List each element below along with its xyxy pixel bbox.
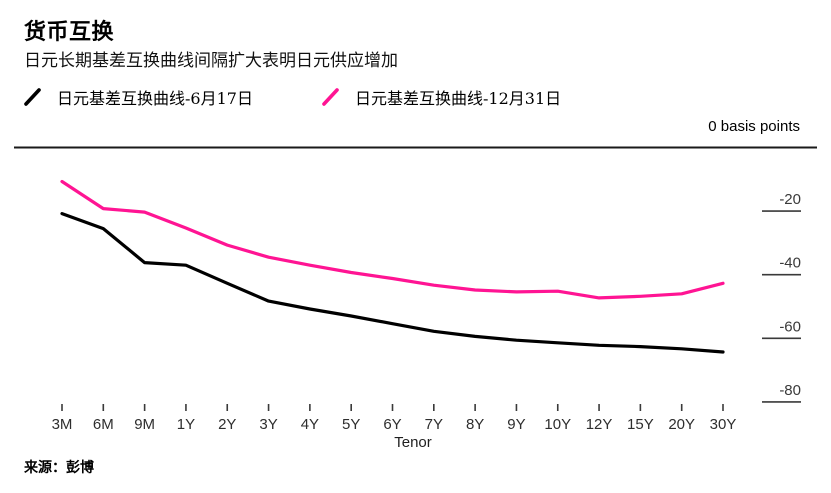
x-tick-label: 10Y bbox=[544, 416, 571, 433]
y-tick-label: -20 bbox=[779, 191, 801, 208]
x-tick-label: 5Y bbox=[342, 416, 360, 433]
x-tick-label: 8Y bbox=[466, 416, 484, 433]
pink-slash-icon bbox=[322, 88, 339, 106]
x-tick-label: 1Y bbox=[177, 416, 195, 433]
legend: 日元基差互换曲线-6月17日 日元基差互换曲线-12月31日 bbox=[24, 85, 804, 109]
x-tick-label: 12Y bbox=[586, 416, 613, 433]
series-line-0 bbox=[60, 212, 725, 354]
source-note: 来源：彭博 bbox=[24, 460, 94, 476]
x-tick-label: 4Y bbox=[301, 416, 319, 433]
series-line-1 bbox=[60, 179, 725, 300]
black-slash-icon bbox=[24, 88, 41, 106]
x-tick-label: 9M bbox=[134, 416, 155, 433]
x-tick-label: 2Y bbox=[218, 416, 236, 433]
legend-item-december: 日元基差互换曲线-12月31日 bbox=[322, 85, 561, 109]
x-axis-title: Tenor bbox=[394, 434, 432, 451]
x-tick-label: 6Y bbox=[383, 416, 401, 433]
x-tick-label: 9Y bbox=[507, 416, 525, 433]
y-tick-label: -60 bbox=[779, 318, 801, 335]
x-tick-label: 3M bbox=[52, 416, 73, 433]
legend-label-december: 日元基差互换曲线-12月31日 bbox=[355, 89, 562, 108]
x-tick-label: 3Y bbox=[259, 416, 277, 433]
page-title: 货币互换 bbox=[24, 19, 115, 45]
y-tick-label: -80 bbox=[779, 382, 801, 399]
chart-subtitle: 日元长期基差互换曲线间隔扩大表明日元供应增加 bbox=[24, 51, 398, 71]
y-tick-label: -40 bbox=[779, 255, 801, 272]
x-tick-label: 7Y bbox=[425, 416, 443, 433]
x-tick-label: 20Y bbox=[668, 416, 695, 433]
x-tick-label: 6M bbox=[93, 416, 114, 433]
x-tick-label: 15Y bbox=[627, 416, 654, 433]
y-axis-unit-label: 0 basis points bbox=[708, 118, 800, 135]
x-tick-label: 30Y bbox=[710, 416, 737, 433]
legend-label-june: 日元基差互换曲线-6月17日 bbox=[57, 89, 253, 108]
legend-item-june: 日元基差互换曲线-6月17日 bbox=[24, 85, 253, 109]
